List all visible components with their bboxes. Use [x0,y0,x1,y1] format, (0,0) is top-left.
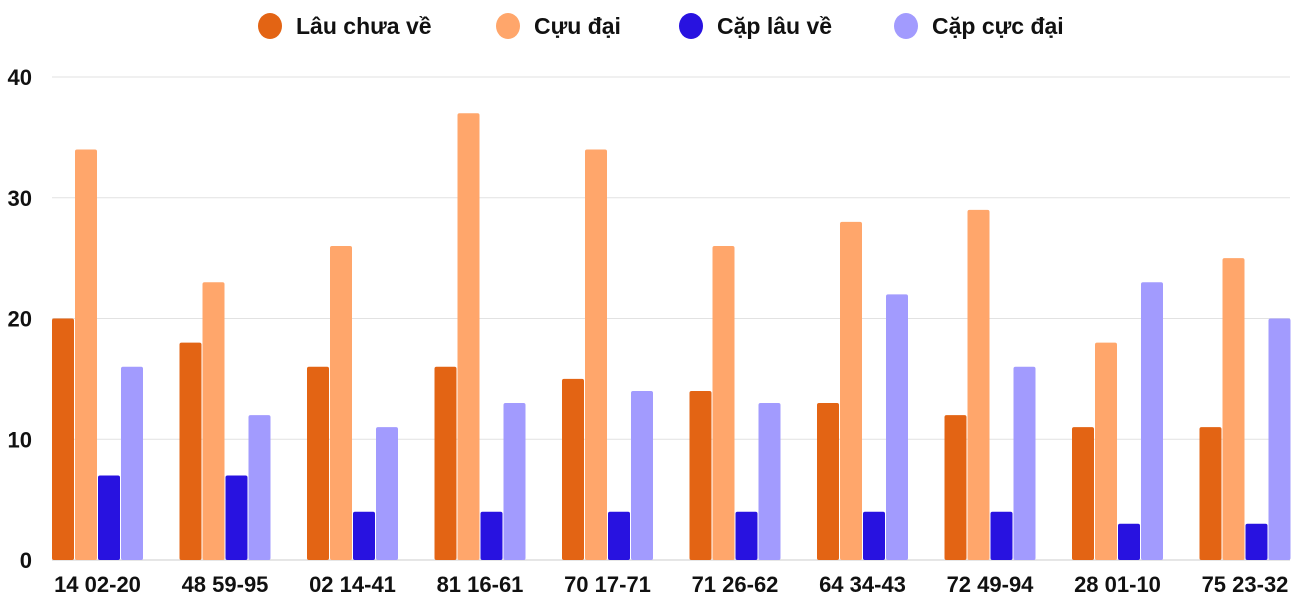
bar [1222,258,1245,560]
y-tick-label: 40 [8,65,32,90]
bar [585,149,607,560]
bar [1013,366,1036,560]
x-tick-label: 02 14-41 [309,572,396,597]
legend-label: Cặp cực đại [932,13,1064,39]
bar [179,342,202,560]
legend-marker [258,13,282,39]
bar [817,403,839,560]
bar [434,366,457,560]
bar [758,403,781,560]
bar [121,366,143,560]
x-tick-label: 48 59-95 [182,572,269,597]
bar [886,294,908,560]
x-tick-label: 72 49-94 [947,572,1035,597]
x-tick-label: 28 01-10 [1074,572,1161,597]
x-tick-label: 64 34-43 [819,572,906,597]
bar [457,113,480,560]
bar [1141,282,1163,560]
legend-label: Lâu chưa về [296,13,432,39]
bar [631,390,653,560]
x-tick-label: 70 17-71 [564,572,651,597]
y-tick-label: 10 [8,427,32,452]
x-tick-label: 75 23-32 [1202,572,1289,597]
legend-marker [496,13,520,39]
legend-marker [679,13,703,39]
bar [353,511,375,560]
bar [307,366,329,560]
legend-label: Cựu đại [534,13,621,39]
bar [735,511,758,560]
bar [608,511,630,560]
bar [840,221,862,560]
y-tick-label: 30 [8,186,32,211]
bar [562,378,584,560]
bar [330,246,352,561]
bar [376,427,398,560]
bar [1245,523,1268,560]
bar [1268,318,1291,560]
bar [1118,523,1140,560]
bars [52,113,1291,561]
x-tick-label: 14 02-20 [54,572,141,597]
legend-label: Cặp lâu về [717,13,832,39]
bar [689,390,712,560]
y-tick-label: 20 [8,307,32,332]
y-axis: 0 10 20 30 40 [8,65,32,573]
bar [98,475,120,560]
bar [202,282,225,560]
legend-marker [894,13,918,39]
bar [225,475,248,560]
x-axis: 14 02-20 48 59-95 02 14-41 81 16-61 70 17-71… [54,572,1288,597]
bar [967,209,990,560]
bar [1095,342,1117,560]
bar [990,511,1013,560]
legend: Lâu chưa về Cựu đại Cặp lâu về Cặp cực đại [258,13,1064,39]
bar [248,415,271,560]
y-tick-label: 0 [20,548,32,573]
bar [712,246,735,561]
bar [480,511,503,560]
bar [75,149,97,560]
x-tick-label: 81 16-61 [437,572,524,597]
bar [944,415,967,560]
bar [1072,427,1094,560]
bar [1199,427,1222,560]
bar [52,318,74,560]
bar [503,403,526,560]
x-tick-label: 71 26-62 [692,572,779,597]
bar [863,511,885,560]
